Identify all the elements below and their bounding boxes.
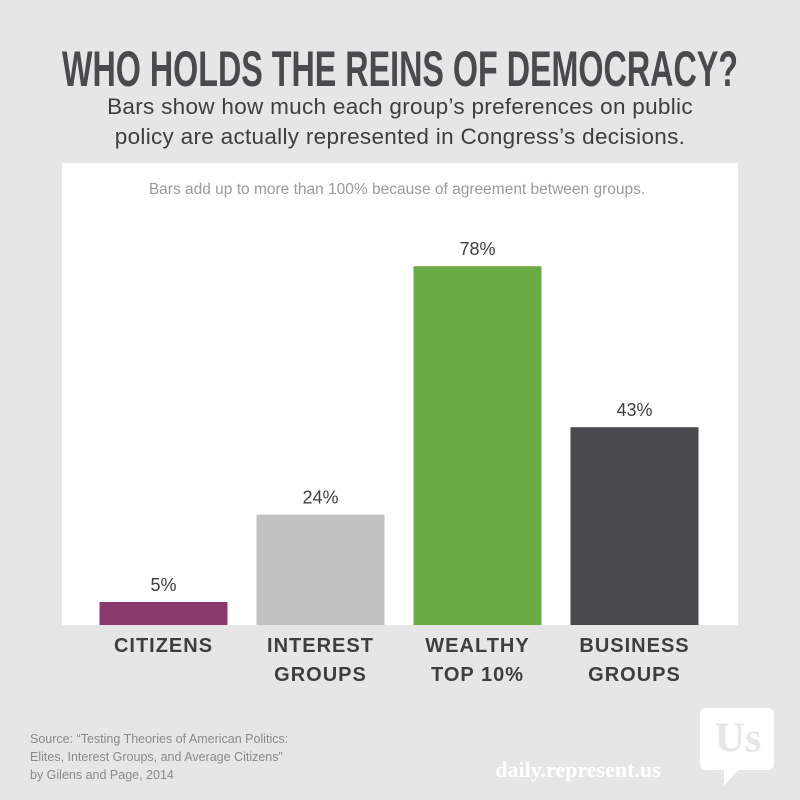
bar xyxy=(413,266,542,625)
category-label: BUSINESS GROUPS xyxy=(579,635,690,686)
subtitle: Bars show how much each group’s preferen… xyxy=(107,94,693,149)
value-label: 5% xyxy=(150,575,176,595)
category-label: INTEREST GROUPS xyxy=(267,635,374,686)
category-label: WEALTHY TOP 10% xyxy=(425,635,530,686)
value-label: 43% xyxy=(616,400,652,420)
site: daily.represent.us xyxy=(495,757,661,782)
value-label: 24% xyxy=(302,487,338,507)
source: Source: “Testing Theories of American Po… xyxy=(30,732,289,782)
bar xyxy=(570,427,699,625)
category-label: CITIZENS xyxy=(113,635,214,657)
note: Bars add up to more than 100% because of… xyxy=(149,181,645,198)
value-label: 78% xyxy=(459,239,495,259)
logo-bubble xyxy=(700,708,774,786)
bar xyxy=(256,514,385,625)
chart-title: WHO HOLDS THE REINS OF DEMOCRACY? xyxy=(62,41,738,97)
logo: Us xyxy=(715,716,762,762)
bar xyxy=(99,602,228,625)
